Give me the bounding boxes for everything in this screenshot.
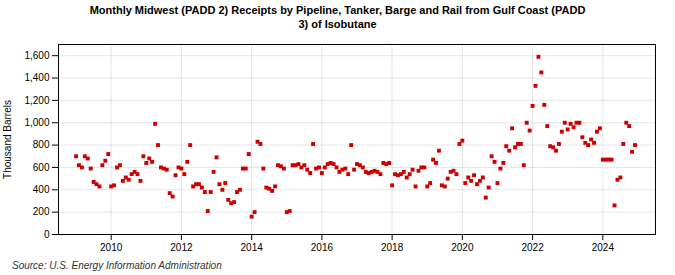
svg-text:1,000: 1,000 [24,117,49,128]
svg-text:1,600: 1,600 [24,49,49,60]
svg-text:800: 800 [33,139,50,150]
svg-text:2018: 2018 [381,241,404,252]
svg-text:600: 600 [33,161,50,172]
svg-text:2014: 2014 [241,241,264,252]
html-text:Monthly Midwest (PADD 2) Recei: Monthly Midwest (PADD 2) Receipts by Pip… [89,4,586,31]
svg-text:1,400: 1,400 [24,72,49,83]
svg-text:0: 0 [44,228,50,239]
svg-text:400: 400 [33,184,50,195]
svg-text:2016: 2016 [311,241,334,252]
svg-text:2024: 2024 [592,241,615,252]
svg-text:2020: 2020 [451,241,474,252]
svg-text:200: 200 [33,206,50,217]
svg-text:2022: 2022 [521,241,544,252]
svg-text:2010: 2010 [100,241,123,252]
svg-text:2012: 2012 [170,241,193,252]
svg-text:Thousand Barrels: Thousand Barrels [2,100,13,179]
svg-text:1,200: 1,200 [24,94,49,105]
html-text:Source: U.S. Energy Informatio: Source: U.S. Energy Information Administ… [12,259,222,271]
